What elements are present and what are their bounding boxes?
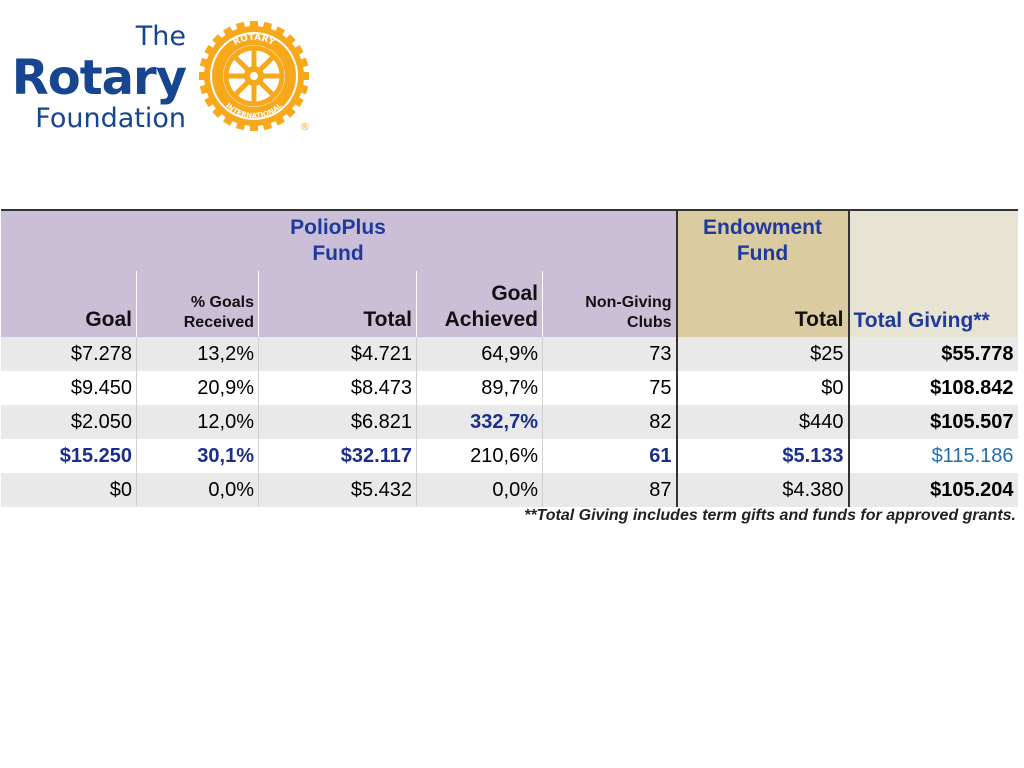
- cell-endowment: $0: [675, 371, 850, 405]
- cell-nongiving: 61: [542, 439, 677, 473]
- cell-endowment: $440: [675, 405, 850, 439]
- cell-goal: $15.250: [0, 439, 137, 473]
- endowment-header-line2: Fund: [736, 242, 789, 265]
- polioplus-header-line1: PolioPlus: [290, 216, 386, 239]
- fund-table: PolioPlus Fund Endowment Fund Goal % Goa…: [0, 209, 1018, 507]
- logo-line-the: The: [135, 21, 186, 52]
- achieved-header-line2: Achieved: [444, 308, 538, 331]
- cell-goal: $0: [0, 473, 137, 507]
- cell-achieved: 210,6%: [416, 439, 543, 473]
- cell-total: $32.117: [258, 439, 417, 473]
- logo-line-foundation: Foundation: [35, 103, 186, 134]
- table-row: $2.050 12,0% $6.821 332,7% 82 $440 $105.…: [0, 405, 1018, 439]
- polioplus-fund-header: PolioPlus Fund: [0, 209, 677, 271]
- nongiving-header-line1: Non-Giving: [585, 294, 672, 311]
- cell-total: $8.473: [258, 371, 417, 405]
- svg-text:ROTARY: ROTARY: [232, 33, 277, 48]
- cell-pct: 20,9%: [136, 371, 259, 405]
- cell-total: $6.821: [258, 405, 417, 439]
- table-row: $0 0,0% $5.432 0,0% 87 $4.380 $105.204: [0, 473, 1018, 507]
- rotary-foundation-logo: The Rotary Foundation ROTARY INTERNATION…: [10, 20, 310, 135]
- endowment-fund-header: Endowment Fund: [675, 209, 850, 271]
- column-header-row: Goal % Goals Received Total Goal Achieve…: [0, 271, 1018, 337]
- cell-nongiving: 87: [542, 473, 677, 507]
- cell-endowment: $25: [675, 337, 850, 371]
- cell-nongiving: 75: [542, 371, 677, 405]
- col-header-goal: Goal: [0, 271, 137, 337]
- col-header-non-giving-clubs: Non-Giving Clubs: [542, 271, 677, 337]
- cell-goal: $9.450: [0, 371, 137, 405]
- col-header-pct-goals-received: % Goals Received: [136, 271, 259, 337]
- col-header-total-giving: Total Giving**: [848, 271, 1018, 337]
- group-header-row: PolioPlus Fund Endowment Fund: [0, 209, 1018, 271]
- achieved-header-line1: Goal: [491, 282, 538, 305]
- footnote: **Total Giving includes term gifts and f…: [524, 507, 1016, 524]
- registered-mark: ®: [300, 122, 310, 132]
- cell-achieved: 64,9%: [416, 337, 543, 371]
- table-row: $7.278 13,2% $4.721 64,9% 73 $25 $55.778: [0, 337, 1018, 371]
- cell-endowment: $4.380: [675, 473, 850, 507]
- cell-endowment: $5.133: [675, 439, 850, 473]
- cell-achieved: 332,7%: [416, 405, 543, 439]
- pct-header-line2: Received: [183, 314, 254, 331]
- cell-total: $4.721: [258, 337, 417, 371]
- table-row: $9.450 20,9% $8.473 89,7% 75 $0 $108.842: [0, 371, 1018, 405]
- col-header-goal-achieved: Goal Achieved: [416, 271, 543, 337]
- cell-pct: 30,1%: [136, 439, 259, 473]
- cell-total-giving: $105.507: [848, 405, 1018, 439]
- total-giving-group-header: [848, 209, 1018, 271]
- cell-goal: $7.278: [0, 337, 137, 371]
- wheel-top-text: ROTARY: [232, 33, 277, 48]
- table-row: $15.250 30,1% $32.117 210,6% 61 $5.133 $…: [0, 439, 1018, 473]
- cell-goal: $2.050: [0, 405, 137, 439]
- cell-achieved: 89,7%: [416, 371, 543, 405]
- cell-total-giving: $108.842: [848, 371, 1018, 405]
- rotary-wheel-icon: ROTARY INTERNATIONAL ®: [199, 21, 310, 132]
- col-header-total: Total: [258, 271, 417, 337]
- cell-total-giving: $105.204: [848, 473, 1018, 507]
- logo-line-rotary: Rotary: [11, 50, 187, 106]
- cell-total: $5.432: [258, 473, 417, 507]
- cell-nongiving: 73: [542, 337, 677, 371]
- cell-pct: 0,0%: [136, 473, 259, 507]
- cell-nongiving: 82: [542, 405, 677, 439]
- cell-pct: 13,2%: [136, 337, 259, 371]
- logo-wordmark: The Rotary Foundation: [11, 20, 187, 136]
- nongiving-header-line2: Clubs: [627, 314, 672, 331]
- polioplus-header-line2: Fund: [312, 242, 364, 265]
- pct-header-line1: % Goals: [190, 294, 254, 311]
- cell-total-giving: $115.186: [848, 439, 1018, 473]
- cell-total-giving: $55.778: [848, 337, 1018, 371]
- endowment-header-line1: Endowment: [703, 216, 822, 239]
- cell-achieved: 0,0%: [416, 473, 543, 507]
- col-header-endowment-total: Total: [675, 271, 850, 337]
- cell-pct: 12,0%: [136, 405, 259, 439]
